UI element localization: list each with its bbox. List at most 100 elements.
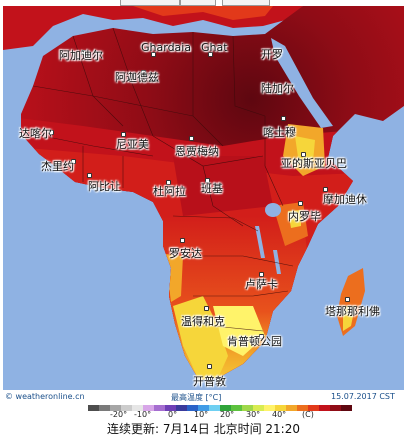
colorbar-swatch bbox=[165, 405, 176, 411]
colorbar-swatch bbox=[308, 405, 319, 411]
lake-victoria bbox=[265, 203, 281, 217]
city-label[interactable]: 达喀尔 bbox=[19, 127, 52, 140]
city-marker bbox=[49, 130, 54, 135]
colorbar-swatch bbox=[231, 405, 242, 411]
city-label[interactable]: 阿迦德兹 bbox=[115, 71, 159, 84]
city-label[interactable]: 恩贾梅纳 bbox=[175, 145, 219, 158]
colorbar-swatch bbox=[198, 405, 209, 411]
colorbar-ticks: -20° -10° 0° 10° 20° 30° 40° (C) bbox=[88, 410, 328, 420]
colorbar-tick-label: -10° bbox=[134, 410, 152, 419]
colorbar-swatch bbox=[99, 405, 110, 411]
colorbar-swatch bbox=[132, 405, 143, 411]
city-marker bbox=[81, 50, 86, 55]
colorbar-swatch bbox=[275, 405, 286, 411]
colorbar-swatch bbox=[330, 405, 341, 411]
city-label[interactable]: 杜阿拉 bbox=[153, 185, 186, 198]
city-label[interactable]: 喀土穆 bbox=[263, 126, 296, 139]
update-time: 连续更新: 7月14日 北京时间 21:20 bbox=[107, 422, 300, 436]
colorbar-swatch bbox=[286, 405, 297, 411]
red-sea bbox=[271, 38, 333, 128]
top-tab-middle[interactable] bbox=[180, 0, 216, 6]
temperature-colorbar bbox=[88, 405, 352, 411]
top-tab-right[interactable] bbox=[222, 0, 270, 6]
city-marker bbox=[151, 52, 156, 57]
city-marker bbox=[275, 52, 280, 57]
colorbar-swatch bbox=[220, 405, 231, 411]
city-marker bbox=[205, 178, 210, 183]
city-label[interactable]: 陆加尔 bbox=[261, 82, 294, 95]
city-marker bbox=[323, 187, 328, 192]
city-label[interactable]: 阿加迪尔 bbox=[59, 49, 103, 62]
city-label[interactable]: 开普敦 bbox=[193, 375, 226, 388]
madagascar-cool-zone bbox=[343, 306, 355, 331]
colorbar-swatch bbox=[242, 405, 253, 411]
city-label[interactable]: 塔那那利佛 bbox=[325, 305, 380, 318]
colorbar-tick-label: 30° bbox=[246, 410, 261, 419]
colorbar-swatch bbox=[110, 405, 121, 411]
colorbar-tick-label: 40° bbox=[272, 410, 287, 419]
colorbar-swatch bbox=[264, 405, 275, 411]
city-marker bbox=[166, 180, 171, 185]
colorbar-swatch bbox=[253, 405, 264, 411]
city-label[interactable]: 班基 bbox=[201, 182, 223, 195]
city-label[interactable]: 肯普顿公园 bbox=[227, 335, 282, 348]
top-tab-left[interactable] bbox=[120, 0, 180, 6]
europe-cooler-land bbox=[133, 6, 273, 20]
city-label[interactable]: Ghat bbox=[201, 41, 228, 54]
colorbar-tick-label: -20° bbox=[110, 410, 128, 419]
colorbar-unit: (C) bbox=[302, 410, 314, 419]
colorbar-swatch bbox=[341, 405, 352, 411]
lake-malawi bbox=[273, 250, 281, 274]
map-date: 15.07.2017 CST bbox=[331, 392, 395, 401]
central-africa-hot bbox=[173, 156, 273, 216]
city-label[interactable]: Ghardaia bbox=[141, 41, 192, 54]
map-canvas bbox=[3, 6, 404, 390]
colorbar-swatch bbox=[209, 405, 220, 411]
colorbar-swatch bbox=[176, 405, 187, 411]
lake-tanganyika bbox=[255, 226, 265, 258]
highveld-cool-zone bbox=[213, 306, 265, 356]
city-marker bbox=[189, 136, 194, 141]
colorbar-swatch bbox=[143, 405, 154, 411]
city-label[interactable]: 开罗 bbox=[261, 48, 283, 61]
colorbar-swatch bbox=[154, 405, 165, 411]
cape-cool-zone bbox=[173, 296, 228, 380]
country-borders bbox=[32, 27, 294, 332]
colorbar-swatch bbox=[88, 405, 99, 411]
city-marker bbox=[277, 90, 282, 95]
source-credit[interactable]: © weatheronline.cn bbox=[5, 392, 85, 401]
city-marker bbox=[301, 152, 306, 157]
city-marker bbox=[121, 132, 126, 137]
city-marker bbox=[281, 116, 286, 121]
city-label[interactable]: 阿比让 bbox=[88, 180, 121, 193]
city-label[interactable]: 亚的斯亚贝巴 bbox=[281, 157, 347, 170]
city-label[interactable]: 温得和克 bbox=[181, 315, 225, 328]
city-marker bbox=[71, 159, 76, 164]
colorbar-tick-label: 10° bbox=[194, 410, 209, 419]
city-label[interactable]: 内罗毕 bbox=[288, 210, 321, 223]
colorbar-tick-label: 20° bbox=[220, 410, 235, 419]
colorbar-swatch bbox=[187, 405, 198, 411]
city-marker bbox=[259, 272, 264, 277]
city-label[interactable]: 尼亚美 bbox=[116, 138, 149, 151]
city-marker bbox=[87, 173, 92, 178]
city-marker bbox=[204, 306, 209, 311]
kenya-cool-zone bbox=[288, 210, 301, 228]
city-marker bbox=[180, 238, 185, 243]
colorbar-tick-label: 0° bbox=[168, 410, 178, 419]
colorbar-swatch bbox=[121, 405, 132, 411]
city-marker bbox=[259, 334, 264, 339]
city-label[interactable]: 卢萨卡 bbox=[245, 278, 278, 291]
city-marker bbox=[208, 52, 213, 57]
colorbar-swatch bbox=[319, 405, 330, 411]
city-label[interactable]: 摩加迪休 bbox=[323, 193, 367, 206]
city-label[interactable]: 罗安达 bbox=[169, 247, 202, 260]
city-marker bbox=[345, 297, 350, 302]
legend-bar: © weatheronline.cn 最高温度 [°C] 15.07.2017 … bbox=[3, 390, 404, 404]
city-marker bbox=[298, 201, 303, 206]
top-strip bbox=[0, 0, 407, 6]
temperature-map[interactable]: 阿加迪尔 Ghardaia Ghat 开罗阿迦德兹陆加尔达喀尔杰里约阿比让 尼亚美恩贾梅… bbox=[3, 6, 404, 390]
colorbar-swatch bbox=[297, 405, 308, 411]
city-label[interactable]: 杰里约 bbox=[41, 160, 74, 173]
city-marker bbox=[207, 364, 212, 369]
